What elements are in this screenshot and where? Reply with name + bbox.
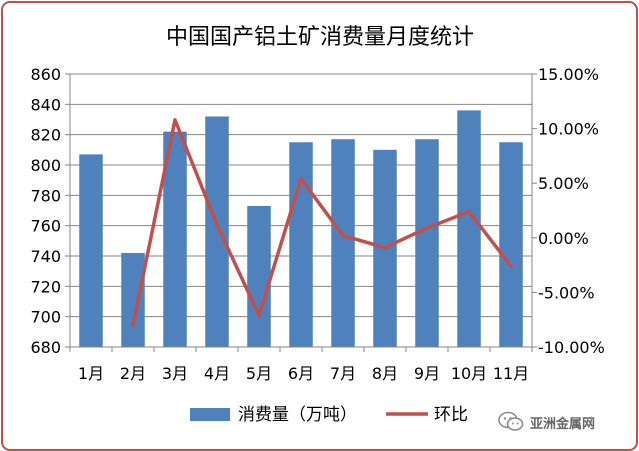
tick-labels: 680 700 720 740 760 780 800 820 840 860 -10.00% -5.… <box>30 65 604 383</box>
y-right-tick-label: -5.00% <box>538 283 595 302</box>
legend-label-bar: 消费量（万吨） <box>238 405 357 425</box>
y-right-tick-label: -10.00% <box>538 338 605 357</box>
y-right-tick-label: 5.00% <box>538 174 589 193</box>
bar <box>499 142 523 347</box>
bar <box>121 252 145 347</box>
x-tick-label: 10月 <box>451 364 487 383</box>
y-right-tick-label: 15.00% <box>538 65 599 84</box>
y-left-tick-label: 780 <box>30 186 61 205</box>
watermark-text: 亚洲金属网 <box>530 416 596 432</box>
y-left-tick-label: 760 <box>30 217 61 236</box>
line-point <box>173 118 177 122</box>
y-left-tick-label: 800 <box>30 156 61 175</box>
watermark: 亚洲金属网 <box>498 410 595 434</box>
axes <box>65 73 537 352</box>
legend-label-line: 环比 <box>434 405 468 425</box>
y-left-tick-label: 860 <box>30 65 61 84</box>
bar <box>205 116 229 347</box>
chart-title: 中国国产铝土矿消费量月度统计 <box>166 25 474 50</box>
line-point <box>383 246 387 249</box>
x-tick-label: 5月 <box>246 364 272 383</box>
line-point <box>131 323 135 327</box>
x-tick-label: 2月 <box>120 364 146 383</box>
line-point <box>257 314 261 317</box>
x-tick-label: 6月 <box>288 364 314 383</box>
wechat-icon <box>498 411 524 431</box>
bar <box>415 139 439 347</box>
x-tick-label: 1月 <box>78 364 104 383</box>
y-left-tick-label: 720 <box>30 277 61 296</box>
y-left-tick-label: 700 <box>30 308 61 327</box>
x-tick-label: 8月 <box>372 364 398 383</box>
x-tick-label: 11月 <box>493 364 529 383</box>
line-point <box>467 210 471 213</box>
x-tick-label: 7月 <box>330 364 356 383</box>
x-tick-label: 3月 <box>162 364 188 383</box>
line-point <box>341 234 345 237</box>
y-left-tick-label: 680 <box>30 338 61 357</box>
bar <box>331 139 355 347</box>
bar <box>163 131 187 347</box>
y-left-tick-label: 840 <box>30 95 61 114</box>
line-point <box>509 264 513 268</box>
legend: 消费量（万吨） 环比 <box>190 405 468 425</box>
x-tick-label: 4月 <box>204 364 230 383</box>
x-tick-label: 9月 <box>414 364 440 383</box>
y-left-tick-label: 820 <box>30 126 61 145</box>
bar <box>79 154 103 347</box>
y-left-tick-label: 740 <box>30 247 61 266</box>
line-point <box>215 223 219 226</box>
legend-swatch-bar <box>190 408 230 421</box>
y-right-tick-label: 10.00% <box>538 120 599 139</box>
line-series <box>131 118 513 327</box>
bar-series <box>79 110 523 348</box>
y-right-tick-label: 0.00% <box>538 229 589 248</box>
bar <box>457 110 481 348</box>
bar <box>289 142 313 347</box>
line-path <box>131 118 513 327</box>
bar <box>247 205 271 347</box>
line-point <box>425 226 429 230</box>
line-point <box>299 177 303 181</box>
